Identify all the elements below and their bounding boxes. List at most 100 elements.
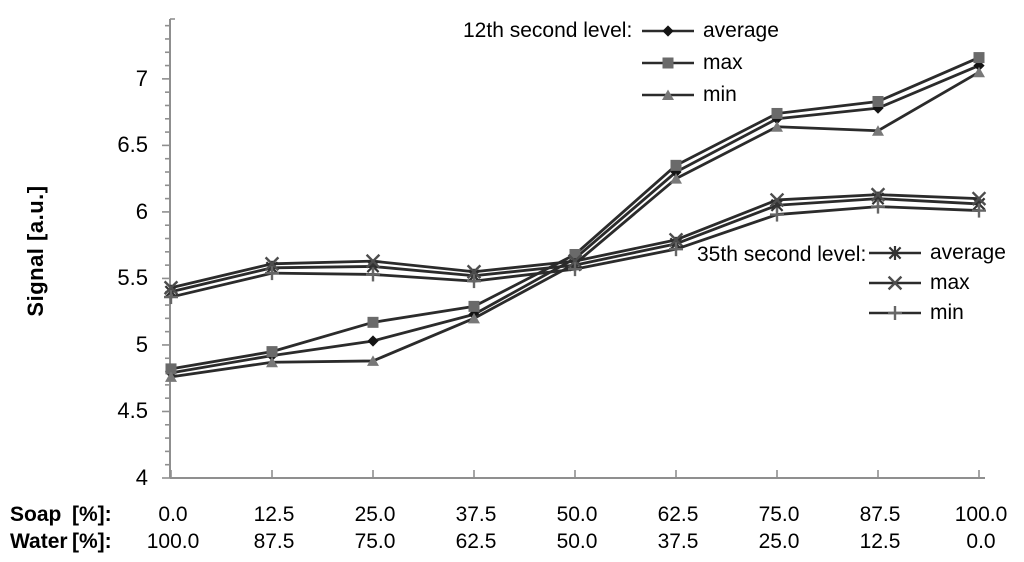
y-tick-label: 5 (135, 331, 148, 357)
legend-title-12th: 12th second level: (463, 19, 633, 42)
triangle-marker (973, 66, 985, 78)
diamond-marker (872, 102, 884, 114)
series-12th-max (165, 52, 985, 375)
x-marker-icon (869, 275, 921, 291)
legend-item-35th-min: min (868, 298, 1006, 328)
y-tick-label: 6 (135, 198, 148, 224)
triangle-marker (670, 173, 682, 184)
water-percent-value: 50.0 (556, 530, 598, 553)
square-marker (165, 363, 177, 375)
y-tick-label: 6.5 (117, 132, 148, 158)
series-35th-min (164, 199, 986, 305)
y-tick-label: 7 (135, 65, 148, 91)
y-tick-label: 4 (135, 465, 148, 490)
water-percent-value: 0.0 (966, 530, 996, 553)
square-marker (569, 248, 581, 260)
plus-marker (265, 266, 279, 281)
legend-label: min (930, 301, 964, 324)
soap-percent-value: 50.0 (556, 503, 598, 526)
series-line (170, 64, 980, 375)
y-tick-label: 5.5 (117, 265, 148, 291)
legend-item-35th-max: max (868, 268, 1006, 298)
triangle-marker (266, 356, 278, 368)
legend-label: max (703, 51, 743, 74)
asterisk-marker-icon (869, 246, 921, 260)
triangle-marker (468, 312, 480, 324)
square-marker (973, 52, 985, 64)
x-marker (870, 187, 886, 202)
series-35th-max (163, 187, 987, 295)
series-line (170, 71, 980, 379)
soap-percent-value: 0.0 (158, 503, 188, 526)
series-12th-min (165, 66, 985, 382)
square-marker (771, 107, 783, 119)
triangle-marker (662, 89, 674, 100)
plus-marker (568, 262, 582, 277)
soap-row-unit: [%]: (72, 503, 112, 526)
triangle-marker-icon (642, 89, 694, 100)
soap-percent-value: 62.5 (657, 503, 699, 526)
plus-marker (669, 242, 683, 257)
triangle-marker (872, 125, 884, 136)
square-marker (367, 316, 379, 328)
water-percent-value: 100.0 (146, 530, 200, 553)
series-12th-average (165, 59, 985, 379)
soap-percent-value: 87.5 (859, 503, 901, 526)
water-percent-value: 12.5 (859, 530, 901, 553)
square-marker (468, 300, 480, 312)
legend-label: max (930, 271, 970, 294)
soap-row-label: Soap (10, 503, 62, 526)
square-marker-icon (642, 57, 694, 69)
square-marker (670, 159, 682, 171)
plus-marker (888, 306, 902, 320)
x-marker (769, 192, 785, 208)
x-axis-soap-row: Soap [%]: 0.0 12.5 25.0 37.5 50.0 62.5 75.0 87.… (0, 502, 1024, 528)
legend-items-12th: average max min (641, 15, 779, 111)
y-axis-title: Signal [a.u.] (23, 185, 48, 317)
axes (162, 18, 985, 479)
diamond-marker-icon (642, 25, 694, 37)
plus-marker (366, 267, 380, 282)
plus-marker (467, 274, 481, 289)
plus-marker (972, 203, 986, 218)
series-line (170, 56, 980, 371)
diamond-marker (367, 335, 379, 347)
water-row-label: Water (10, 530, 68, 553)
square-marker (662, 57, 674, 69)
triangle-marker (367, 355, 379, 366)
soap-percent-value: 25.0 (354, 503, 396, 526)
legend-label: average (930, 241, 1006, 264)
triangle-marker (165, 371, 177, 382)
water-percent-value: 37.5 (657, 530, 699, 553)
soap-percent-value: 12.5 (253, 503, 295, 526)
water-percent-value: 62.5 (455, 530, 497, 553)
legend-title-35th: 35th second level: (697, 243, 867, 266)
legend-item-12th-average: average (641, 15, 779, 47)
x-marker (365, 253, 381, 269)
legend-item-12th-min: min (641, 79, 779, 111)
legend-item-12th-max: max (641, 47, 779, 79)
water-percent-value: 75.0 (354, 530, 396, 553)
x-marker (466, 264, 482, 280)
square-marker (872, 95, 884, 107)
square-marker (266, 346, 278, 358)
diamond-marker (662, 25, 674, 37)
plus-marker (164, 290, 178, 305)
triangle-marker (771, 121, 783, 132)
y-tick-label: 4.5 (117, 398, 148, 424)
x-marker (264, 256, 280, 272)
x-marker (887, 275, 903, 291)
x-marker (971, 191, 987, 206)
soap-percent-value: 100.0 (954, 503, 1008, 526)
plus-marker (770, 207, 784, 222)
legend-item-35th-average: average (868, 238, 1006, 268)
soap-percent-value: 75.0 (758, 503, 800, 526)
water-row-unit: [%]: (72, 530, 112, 553)
x-marker (668, 232, 684, 248)
x-marker (567, 253, 583, 269)
asterisk-marker (888, 246, 902, 260)
legend-label: min (703, 83, 737, 106)
legend-label: average (703, 19, 779, 42)
